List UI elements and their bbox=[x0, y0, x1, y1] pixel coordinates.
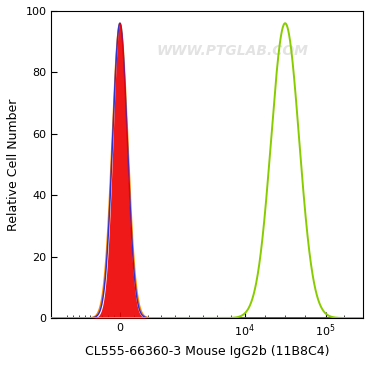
Y-axis label: Relative Cell Number: Relative Cell Number bbox=[7, 98, 20, 231]
Text: WWW.PTGLAB.COM: WWW.PTGLAB.COM bbox=[156, 44, 308, 58]
X-axis label: CL555-66360-3 Mouse IgG2b (11B8C4): CL555-66360-3 Mouse IgG2b (11B8C4) bbox=[85, 345, 329, 358]
